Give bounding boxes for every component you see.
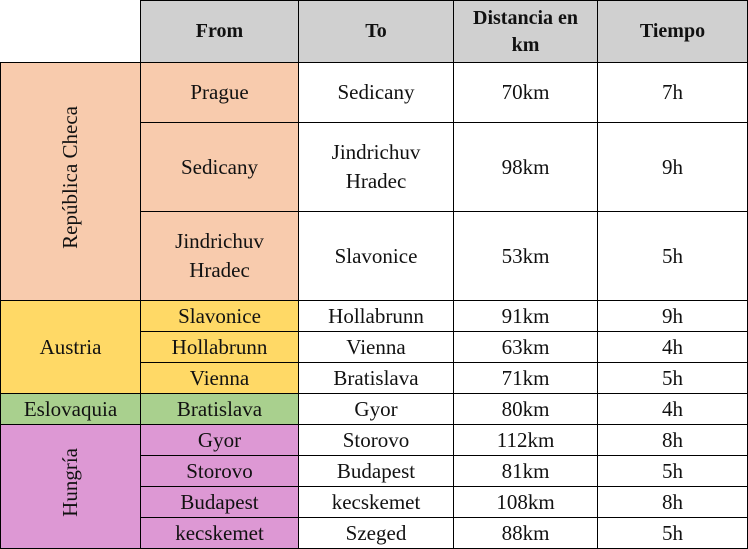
from-cell: Gyor (140, 424, 299, 456)
column-header: From (140, 0, 299, 63)
distance-cell: 71km (453, 362, 598, 394)
distance-cell: 70km (453, 62, 598, 123)
distance-cell: 80km (453, 393, 598, 425)
distance-cell: 98km (453, 122, 598, 212)
distance-cell: 63km (453, 331, 598, 363)
to-cell: kecskemet (298, 486, 454, 518)
country-label: República Checa (58, 106, 82, 249)
time-cell: 4h (597, 331, 748, 363)
to-cell: Bratislava (298, 362, 454, 394)
from-cell: Hollabrunn (140, 331, 299, 363)
country-label: Hungría (58, 448, 82, 517)
to-cell: Slavonice (298, 211, 454, 301)
country-cell: Austria (0, 300, 141, 394)
country-cell: Eslovaquia (0, 393, 141, 425)
table-row: Sedicany Jindrichuv Hradec 98km 9h (1, 122, 748, 212)
to-cell: Vienna (298, 331, 454, 363)
to-cell: Storovo (298, 424, 454, 456)
table-row: República Checa Prague Sedicany 70km 7h (0, 62, 748, 301)
table-row: Hungría Gyor Storovo 112km 8h (0, 424, 748, 549)
from-cell: Sedicany (140, 122, 299, 212)
to-cell: Hollabrunn (298, 300, 454, 332)
column-header: Tiempo (597, 0, 748, 63)
from-cell: Jindrichuv Hradec (140, 211, 299, 301)
blank-cell (0, 0, 141, 63)
to-cell: Gyor (298, 393, 454, 425)
country-label: Eslovaquia (23, 396, 118, 421)
distance-cell: 91km (453, 300, 598, 332)
header-row: From To Distancia en km Tiempo (0, 0, 748, 63)
to-cell: Szeged (298, 517, 454, 549)
distance-cell: 108km (453, 486, 598, 518)
column-header: To (298, 0, 454, 63)
distance-cell: 81km (453, 455, 598, 487)
time-cell: 5h (597, 455, 748, 487)
time-cell: 5h (597, 362, 748, 394)
column-header: Distancia en km (453, 0, 598, 63)
to-cell: Sedicany (298, 62, 454, 123)
distance-cell: 88km (453, 517, 598, 549)
time-cell: 7h (597, 62, 748, 123)
from-cell: Storovo (140, 455, 299, 487)
to-cell: Budapest (298, 455, 454, 487)
table-row: Austria Slavonice Hollabrunn 91km 9h (0, 300, 748, 394)
from-cell: Budapest (140, 486, 299, 518)
from-cell: Bratislava (140, 393, 299, 425)
table-row: Vienna Bratislava 71km 5h (1, 362, 748, 394)
country-cell: República Checa (0, 62, 141, 301)
time-cell: 5h (597, 211, 748, 301)
from-cell: Vienna (140, 362, 299, 394)
time-cell: 8h (597, 424, 748, 456)
table-row: Budapest kecskemet 108km 8h (1, 486, 748, 518)
time-cell: 4h (597, 393, 748, 425)
time-cell: 9h (597, 300, 748, 332)
from-cell: Prague (140, 62, 299, 123)
table-row: Hollabrunn Vienna 63km 4h (1, 331, 748, 363)
table-row: kecskemet Szeged 88km 5h (1, 517, 748, 549)
table-row: Eslovaquia Bratislava Gyor 80km 4h (0, 393, 748, 425)
time-cell: 5h (597, 517, 748, 549)
from-cell: kecskemet (140, 517, 299, 549)
time-cell: 8h (597, 486, 748, 518)
time-cell: 9h (597, 122, 748, 212)
distance-cell: 112km (453, 424, 598, 456)
to-cell: Jindrichuv Hradec (298, 122, 454, 212)
from-cell: Slavonice (140, 300, 299, 332)
country-cell: Hungría (0, 424, 141, 549)
distance-cell: 53km (453, 211, 598, 301)
country-label: Austria (39, 334, 102, 359)
